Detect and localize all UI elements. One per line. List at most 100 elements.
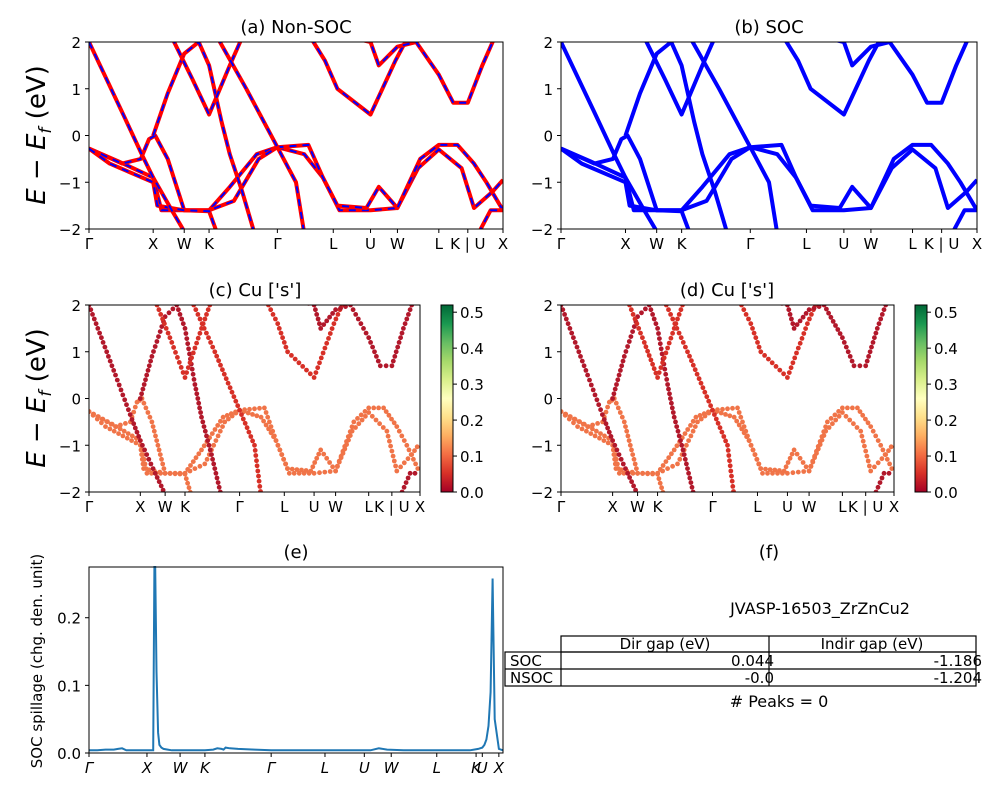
projection-point xyxy=(265,414,271,420)
projection-point xyxy=(741,307,747,313)
projection-point xyxy=(863,416,868,422)
y-tick-label: −1 xyxy=(59,437,81,455)
projection-point xyxy=(279,452,285,457)
projection-point xyxy=(386,412,392,418)
projection-point xyxy=(141,400,147,406)
x-tick-label: Γ xyxy=(557,498,566,516)
projection-point xyxy=(371,405,377,411)
projection-point xyxy=(702,389,708,395)
projection-point xyxy=(648,357,654,363)
projection-point xyxy=(612,461,618,467)
projection-point xyxy=(189,366,195,372)
projection-point xyxy=(118,422,123,428)
projection-point xyxy=(401,460,407,466)
projection-point xyxy=(680,340,686,345)
x-tick-label: L xyxy=(753,498,762,516)
projection-point xyxy=(879,475,885,481)
projection-point xyxy=(723,412,728,417)
projection-point xyxy=(202,428,208,434)
x-tick-label: X xyxy=(889,498,899,516)
projection-point xyxy=(563,316,569,322)
projection-point xyxy=(99,335,104,341)
projection-point xyxy=(617,410,623,415)
projection-point xyxy=(713,416,719,422)
projection-point xyxy=(321,322,327,327)
projection-point xyxy=(865,458,871,464)
projection-point xyxy=(389,448,395,454)
projection-point xyxy=(781,371,786,377)
projection-point xyxy=(728,468,734,474)
band-line-soc xyxy=(172,42,242,117)
projection-point xyxy=(140,442,145,448)
projection-point xyxy=(263,410,269,415)
projection-point xyxy=(886,470,892,476)
projection-point xyxy=(605,440,611,446)
x-tick-label: K xyxy=(471,759,482,777)
projection-point xyxy=(883,305,889,308)
projection-point xyxy=(217,428,223,434)
projection-point xyxy=(169,340,175,345)
projection-point xyxy=(399,489,405,492)
projection-point xyxy=(641,340,647,345)
projection-point xyxy=(626,438,632,443)
projection-point xyxy=(669,405,675,411)
projection-point xyxy=(751,330,757,336)
projection-point xyxy=(598,407,603,413)
projection-point xyxy=(205,438,211,443)
projection-point xyxy=(674,326,680,331)
projection-point xyxy=(651,366,657,372)
projection-point xyxy=(874,326,880,331)
projection-point xyxy=(678,307,684,313)
projection-point xyxy=(888,444,894,450)
projection-point xyxy=(143,377,148,383)
projection-point xyxy=(594,428,599,434)
projection-point xyxy=(625,470,630,476)
projection-point xyxy=(879,456,885,462)
projection-point xyxy=(211,461,217,467)
projection-point xyxy=(242,407,248,413)
projection-point xyxy=(398,335,403,341)
plot-area xyxy=(561,42,977,229)
projection-point xyxy=(661,355,667,361)
projection-point xyxy=(333,468,338,474)
projection-point xyxy=(153,298,158,303)
projection-point xyxy=(810,458,816,464)
projection-point xyxy=(324,318,330,324)
projection-point xyxy=(686,438,691,443)
y-tick-label: 0 xyxy=(71,391,81,409)
projection-point xyxy=(268,307,274,313)
projection-point xyxy=(805,321,810,327)
projection-point xyxy=(412,470,418,476)
projection-point xyxy=(826,310,831,316)
projection-point xyxy=(653,321,659,327)
projection-point xyxy=(394,424,400,429)
projection-point xyxy=(107,358,113,364)
projection-point xyxy=(140,461,146,467)
projection-point xyxy=(113,372,118,378)
x-tick-label: L xyxy=(802,235,811,253)
projection-point xyxy=(623,466,628,471)
x-tick-label: K | U xyxy=(848,498,883,516)
projection-point xyxy=(632,316,638,322)
projection-point xyxy=(220,414,226,420)
projection-point xyxy=(361,326,366,331)
x-tick-label: K | U xyxy=(374,498,409,516)
projection-point xyxy=(659,485,664,491)
projection-point xyxy=(854,425,860,430)
projection-point xyxy=(870,340,876,345)
projection-point xyxy=(214,475,220,481)
projection-point xyxy=(615,377,621,383)
projection-point xyxy=(688,433,694,439)
projection-point xyxy=(868,468,874,474)
projection-point xyxy=(292,356,298,362)
projection-point xyxy=(673,419,678,425)
table-cell: -1.204 xyxy=(934,669,982,687)
projection-point xyxy=(655,375,660,380)
projection-point xyxy=(666,340,672,346)
x-tick-label: X xyxy=(972,235,982,253)
projection-point xyxy=(741,424,747,429)
projection-point xyxy=(197,463,203,469)
band-line-soc xyxy=(89,147,217,229)
y-tick-label: 2 xyxy=(71,297,81,315)
projection-point xyxy=(369,413,375,419)
